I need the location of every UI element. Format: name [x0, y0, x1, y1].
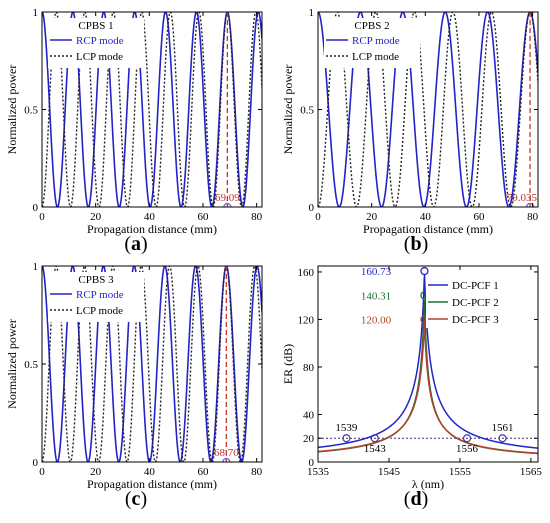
y-tick-label: 1	[33, 7, 39, 19]
y-tick-label: 0.5	[24, 105, 38, 117]
plot-frame	[41, 265, 263, 463]
marker-label: 69.09	[215, 192, 240, 204]
inset-title: CPBS 3	[78, 274, 114, 286]
series-line-rcp	[42, 266, 262, 462]
x-tick-label: 20	[90, 466, 102, 478]
inset-title: CPBS 2	[354, 20, 389, 32]
series-line-1	[318, 274, 538, 449]
legend-entry: DC-PCF 3	[452, 314, 499, 326]
series-line-3	[318, 322, 538, 454]
marker-label: 68.70	[214, 447, 239, 459]
edge-marker	[498, 434, 507, 443]
y-tick-label: 40	[303, 409, 315, 421]
marker-point	[222, 457, 231, 462]
marker-point	[525, 202, 535, 207]
y-tick-label: 0	[309, 457, 315, 469]
x-tick-label: 0	[315, 211, 321, 223]
edge-label: 1556	[456, 443, 479, 455]
edge-label: 1543	[364, 443, 387, 455]
y-tick-label: 120	[298, 314, 315, 326]
plot-frame	[317, 265, 539, 463]
panel-label: (d)	[404, 488, 428, 510]
x-tick-label: 80	[251, 466, 263, 478]
x-tick-label: 80	[527, 211, 539, 223]
y-tick-label: 160	[298, 267, 315, 279]
x-tick-label: 1555	[449, 466, 472, 478]
edge-marker	[342, 434, 351, 443]
legend-entry: RCP mode	[76, 35, 124, 47]
y-tick-label: 0	[33, 457, 39, 469]
legend-entry: RCP mode	[352, 35, 400, 47]
x-tick-label: 60	[473, 211, 485, 223]
panel-d: 1535 1545 1555 1565 0 20 40 80 120 160 λ (nm) ER (d…	[281, 265, 543, 510]
plot-frame	[41, 11, 263, 208]
series-line-lcp	[318, 12, 538, 207]
y-tick-label: 0.5	[24, 359, 38, 371]
panel-b: 0 20 40 60 80 0 0.5 1 Propagation distance (mm) N…	[281, 7, 539, 255]
x-tick-label: 20	[366, 211, 378, 223]
edge-marker	[370, 434, 379, 443]
panel-a: 0 20 40 60 80 0 0.5 1 Propagation distance (mm) N…	[5, 7, 263, 255]
legend-entry: DC-PCF 1	[452, 280, 499, 292]
x-tick-label: 40	[420, 211, 432, 223]
x-axis-label: Propagation distance (mm)	[363, 222, 493, 236]
panel-c: 0 20 40 60 80 0 0.5 1 Propagation distance (mm) N…	[5, 261, 263, 510]
peak-label: 140.31	[361, 290, 391, 302]
y-tick-label: 1	[33, 261, 39, 273]
legend-entry: RCP mode	[76, 289, 124, 301]
y-tick-label: 0.5	[300, 105, 314, 117]
x-axis-label: Propagation distance (mm)	[87, 222, 217, 236]
x-tick-label: 1565	[520, 466, 543, 478]
legend-entry: LCP mode	[76, 51, 123, 63]
inset-title: CPBS 1	[78, 20, 113, 32]
panel-label: (a)	[124, 233, 147, 255]
peak-label: 160.73	[361, 266, 392, 278]
y-axis-label: Normalized power	[5, 319, 19, 409]
plot-area	[42, 12, 262, 207]
y-tick-label: 0	[33, 202, 39, 214]
plot-frame	[317, 11, 539, 208]
y-tick-label: 80	[303, 362, 315, 374]
panel-label: (b)	[404, 233, 428, 255]
x-tick-label: 40	[144, 211, 156, 223]
x-tick-label: 60	[197, 211, 209, 223]
x-tick-label: 60	[197, 466, 209, 478]
peak-label: 120.00	[361, 314, 392, 326]
series-line-rcp	[42, 12, 262, 207]
plot-area	[318, 266, 538, 455]
legend-entry: LCP mode	[352, 51, 399, 63]
panel-label: (c)	[125, 488, 147, 510]
marker-label: 79.035	[507, 192, 538, 204]
x-tick-label: 0	[39, 466, 45, 478]
x-axis-label: λ (nm)	[412, 477, 444, 491]
x-tick-label: 0	[39, 211, 45, 223]
x-tick-label: 1535	[307, 466, 330, 478]
x-tick-label: 20	[90, 211, 102, 223]
y-tick-label: 20	[303, 433, 315, 445]
edge-marker	[462, 434, 472, 443]
y-axis-label: Normalized power	[5, 65, 19, 155]
legend-entry: DC-PCF 2	[452, 297, 499, 309]
y-axis-label: Normalized power	[281, 65, 295, 155]
edge-label: 1561	[492, 422, 514, 434]
legend-box	[324, 18, 420, 68]
legend-entry: LCP mode	[76, 305, 123, 317]
x-tick-label: 1545	[378, 466, 401, 478]
edge-label: 1539	[335, 422, 358, 434]
peak-marker	[420, 266, 429, 276]
plot-area	[42, 266, 262, 462]
legend-box	[48, 18, 144, 68]
x-tick-label: 80	[251, 211, 263, 223]
x-tick-label: 40	[144, 466, 156, 478]
series-line-lcp	[42, 266, 262, 462]
y-tick-label: 1	[309, 7, 315, 19]
legend-box	[48, 272, 144, 322]
y-axis-label: ER (dB)	[281, 344, 295, 384]
y-tick-label: 0	[309, 202, 315, 214]
x-axis-label: Propagation distance (mm)	[87, 477, 217, 491]
marker-point	[223, 202, 232, 207]
